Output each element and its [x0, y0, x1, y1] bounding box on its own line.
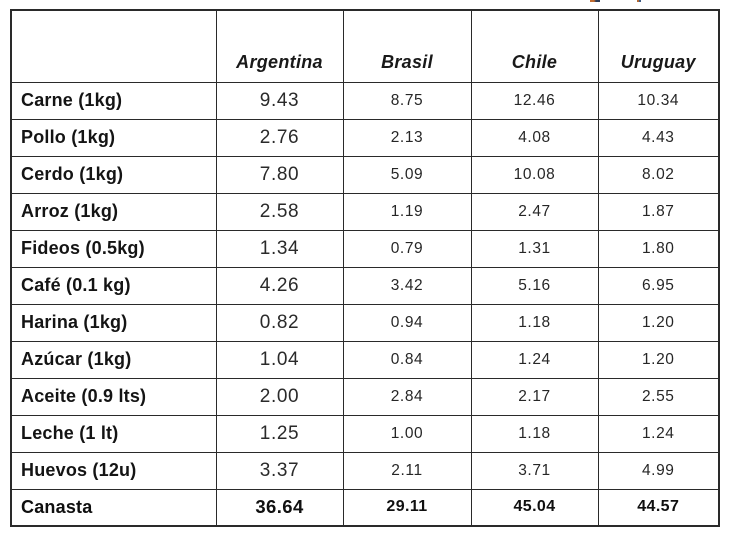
row-label: Leche (1 lt): [10, 414, 217, 453]
table-row: Aceite (0.9 lts) 2.00 2.84 2.17 2.55: [10, 377, 720, 416]
value-cell: 4.99: [597, 451, 720, 490]
value-cell: 10.34: [597, 81, 720, 120]
value-cell: 10.08: [470, 155, 599, 194]
value-cell: 1.31: [470, 229, 599, 268]
value-cell: 36.64: [215, 488, 344, 527]
value-cell: 4.08: [470, 118, 599, 157]
value-cell: 1.24: [470, 340, 599, 379]
table-row: Huevos (12u) 3.37 2.11 3.71 4.99: [10, 451, 720, 490]
value-cell: 0.82: [215, 303, 344, 342]
value-cell: 2.58: [215, 192, 344, 231]
row-label: Fideos (0.5kg): [10, 229, 217, 268]
value-cell: 0.79: [342, 229, 472, 268]
row-label: Huevos (12u): [10, 451, 217, 490]
value-cell: 1.80: [597, 229, 720, 268]
value-cell: 1.25: [215, 414, 344, 453]
header-row: Argentina Brasil Chile Uruguay: [10, 9, 720, 83]
row-label: Pollo (1kg): [10, 118, 217, 157]
basket-price-table: Argentina Brasil Chile Uruguay Carne (1kg) 9…: [10, 9, 720, 527]
row-label: Azúcar (1kg): [10, 340, 217, 379]
row-label: Arroz (1kg): [10, 192, 217, 231]
value-cell: 2.13: [342, 118, 472, 157]
value-cell: 1.00: [342, 414, 472, 453]
value-cell: 2.55: [597, 377, 720, 416]
value-cell: 3.42: [342, 266, 472, 305]
value-cell: 0.94: [342, 303, 472, 342]
table-row: Arroz (1kg) 2.58 1.19 2.47 1.87: [10, 192, 720, 231]
corner-cell: [10, 9, 217, 83]
column-header-brasil: Brasil: [342, 9, 472, 83]
value-cell: 8.02: [597, 155, 720, 194]
table-row: Pollo (1kg) 2.76 2.13 4.08 4.43: [10, 118, 720, 157]
table-row: Cerdo (1kg) 7.80 5.09 10.08 8.02: [10, 155, 720, 194]
clipped-artifact-1: [590, 0, 600, 2]
table-row: Azúcar (1kg) 1.04 0.84 1.24 1.20: [10, 340, 720, 379]
value-cell: 1.18: [470, 414, 599, 453]
value-cell: 45.04: [470, 488, 599, 527]
value-cell: 6.95: [597, 266, 720, 305]
value-cell: 4.43: [597, 118, 720, 157]
table-row: Harina (1kg) 0.82 0.94 1.18 1.20: [10, 303, 720, 342]
column-header-argentina: Argentina: [215, 9, 344, 83]
value-cell: 7.80: [215, 155, 344, 194]
column-header-uruguay: Uruguay: [597, 9, 720, 83]
value-cell: 5.16: [470, 266, 599, 305]
value-cell: 3.71: [470, 451, 599, 490]
value-cell: 1.04: [215, 340, 344, 379]
value-cell: 4.26: [215, 266, 344, 305]
value-cell: 2.17: [470, 377, 599, 416]
value-cell: 29.11: [342, 488, 472, 527]
value-cell: 44.57: [597, 488, 720, 527]
value-cell: 5.09: [342, 155, 472, 194]
value-cell: 1.24: [597, 414, 720, 453]
row-label: Cerdo (1kg): [10, 155, 217, 194]
table-row: Fideos (0.5kg) 1.34 0.79 1.31 1.80: [10, 229, 720, 268]
table-row: Café (0.1 kg) 4.26 3.42 5.16 6.95: [10, 266, 720, 305]
table-row: Leche (1 lt) 1.25 1.00 1.18 1.24: [10, 414, 720, 453]
value-cell: 2.00: [215, 377, 344, 416]
value-cell: 0.84: [342, 340, 472, 379]
value-cell: 2.76: [215, 118, 344, 157]
value-cell: 1.34: [215, 229, 344, 268]
row-label: Carne (1kg): [10, 81, 217, 120]
column-header-chile: Chile: [470, 9, 599, 83]
value-cell: 8.75: [342, 81, 472, 120]
total-row: Canasta 36.64 29.11 45.04 44.57: [10, 488, 720, 527]
value-cell: 1.18: [470, 303, 599, 342]
row-label: Harina (1kg): [10, 303, 217, 342]
row-label: Aceite (0.9 lts): [10, 377, 217, 416]
value-cell: 12.46: [470, 81, 599, 120]
value-cell: 1.20: [597, 303, 720, 342]
value-cell: 1.19: [342, 192, 472, 231]
value-cell: 3.37: [215, 451, 344, 490]
value-cell: 2.47: [470, 192, 599, 231]
value-cell: 1.87: [597, 192, 720, 231]
value-cell: 1.20: [597, 340, 720, 379]
clipped-artifact-2: [637, 0, 641, 2]
value-cell: 2.84: [342, 377, 472, 416]
row-label: Canasta: [10, 488, 217, 527]
row-label: Café (0.1 kg): [10, 266, 217, 305]
value-cell: 9.43: [215, 81, 344, 120]
value-cell: 2.11: [342, 451, 472, 490]
table-row: Carne (1kg) 9.43 8.75 12.46 10.34: [10, 81, 720, 120]
